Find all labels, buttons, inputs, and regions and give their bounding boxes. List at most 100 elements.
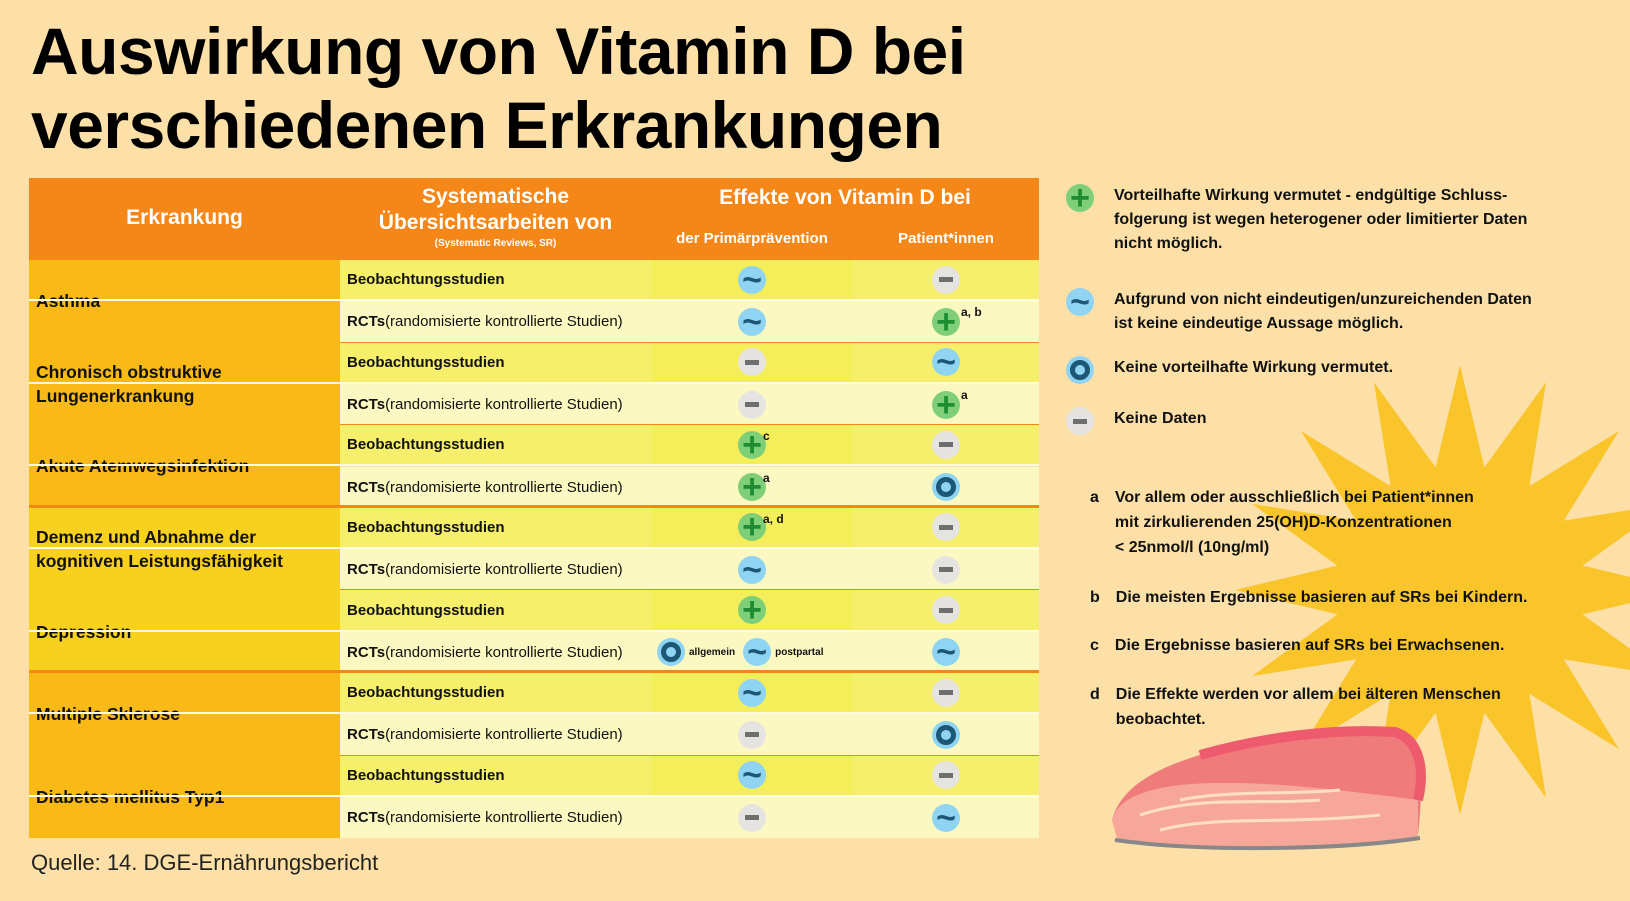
footnote-marker: c: [763, 429, 770, 444]
primary-prevention-cell: ~: [651, 301, 853, 343]
patients-cell: + a: [853, 383, 1039, 426]
spacer: [29, 301, 340, 342]
primary-prevention-cell: +: [651, 590, 853, 630]
spacer: [29, 673, 340, 712]
observational-row: Beobachtungsstudien +: [29, 590, 1039, 632]
minus-icon: [932, 265, 960, 294]
study-type-label: Beobachtungsstudien: [347, 271, 505, 289]
study-type-cell: RCTs (randomisierte kontrollierte Studie…: [340, 383, 651, 426]
spacer: [29, 384, 340, 425]
legend-text: Aufgrund von nicht eindeutigen/unzureich…: [1114, 291, 1532, 332]
patients-cell: [853, 260, 1039, 300]
minus-icon: [932, 513, 960, 542]
patients-cell: ~: [853, 631, 1039, 673]
footnote-marker: a, d: [763, 511, 784, 526]
study-type-bold: RCTs: [347, 643, 386, 661]
study-type-bold: RCTs: [347, 396, 386, 414]
header-reviews-line1: Systematische: [421, 185, 570, 208]
patients-cell: [853, 425, 1039, 465]
ring-icon: [1066, 356, 1094, 384]
study-type-cell: Beobachtungsstudien: [340, 755, 651, 795]
disease-cell: Diabetes mellitus Typ1: [29, 755, 340, 839]
study-type-label: Beobachtungsstudien: [347, 601, 505, 619]
primary-prevention-cell: ~: [651, 260, 853, 300]
study-type-label: Beobachtungsstudien: [347, 353, 505, 371]
spacer: [29, 590, 340, 629]
disease-cell: Depression: [29, 590, 340, 673]
header-reviews-sub: (Systematic Reviews, SR): [434, 238, 557, 249]
study-type-cell: Beobachtungsstudien: [340, 507, 651, 548]
study-type-label: Beobachtungsstudien: [347, 518, 505, 536]
rct-row: RCTs (randomisierte kontrollierte Studie…: [29, 631, 1039, 673]
page-title: Auswirkung von Vitamin D bei verschiedene…: [31, 14, 966, 162]
minus-icon: [738, 348, 766, 377]
footnote-text: Die meisten Ergebnisse basieren auf SRs …: [1115, 589, 1528, 606]
plus-icon: +: [738, 510, 766, 544]
study-type-bold: RCTs: [347, 726, 386, 744]
footnote-text: Die Ergebnisse basieren auf SRs bei Erwa…: [1114, 637, 1505, 654]
spacer: [29, 260, 340, 299]
spacer: [29, 343, 340, 382]
disease-cell: Asthma: [29, 260, 340, 343]
patients-cell: + a, b: [853, 301, 1039, 343]
patients-cell: ~: [853, 342, 1039, 382]
spacer: [29, 632, 340, 673]
legend-text: Keine Daten: [1114, 410, 1207, 427]
study-type-cell: Beobachtungsstudien: [340, 342, 651, 382]
study-type-rest: (randomisierte kontrollierte Studien): [385, 643, 623, 661]
header-effects: Effekte von Vitamin D bei: [719, 186, 971, 209]
header-reviews: Systematische Übersichtsarbeiten von: [340, 184, 651, 236]
tilde-icon: ~: [738, 263, 766, 297]
primary-prevention-cell: ~: [651, 755, 853, 795]
disease-cell: Chronisch obstruktive Lungenerkrankung: [29, 342, 340, 426]
study-type-label: Beobachtungsstudien: [347, 766, 505, 784]
study-type-cell: Beobachtungsstudien: [340, 425, 651, 465]
study-type-bold: RCTs: [347, 313, 386, 331]
header-disease: Erkrankung: [126, 206, 243, 229]
footnote: d Die Effekte werden vor allem bei ältere…: [1090, 682, 1501, 732]
legend-text: Vorteilhafte Wirkung vermutet - endgülti…: [1114, 187, 1528, 252]
rct-row: RCTs (randomisierte kontrollierte Studie…: [29, 466, 1039, 508]
header-patients: Patient*innen: [898, 230, 994, 247]
study-type-bold: RCTs: [347, 478, 386, 496]
observational-row: Beobachtungsstudien ~: [29, 260, 1039, 302]
tilde-icon: ~: [738, 553, 766, 587]
study-type-label: Beobachtungsstudien: [347, 436, 505, 454]
footnote-letter: a: [1090, 489, 1099, 506]
minus-icon: [932, 761, 960, 790]
rct-row: RCTs (randomisierte kontrollierte Studie…: [29, 301, 1039, 343]
observational-row: Beobachtungsstudien ~: [29, 673, 1039, 715]
plus-icon: +: [738, 470, 766, 504]
minus-icon: [1066, 407, 1094, 435]
primary-prevention-cell: allgemein ~ postpartal: [651, 631, 853, 673]
observational-row: Beobachtungsstudien ~: [29, 755, 1039, 797]
minus-icon: [932, 678, 960, 707]
patients-cell: ~: [853, 796, 1039, 839]
study-type-rest: (randomisierte kontrollierte Studien): [385, 396, 623, 414]
rct-row: RCTs (randomisierte kontrollierte Studie…: [29, 796, 1039, 839]
study-type-cell: RCTs (randomisierte kontrollierte Studie…: [340, 466, 651, 508]
footnote: b Die meisten Ergebnisse basieren auf SRs…: [1090, 585, 1527, 610]
primary-prevention-cell: ~: [651, 549, 853, 591]
primary-prevention-cell: [651, 796, 853, 839]
primary-prevention-cell: [651, 383, 853, 426]
study-type-bold: RCTs: [347, 809, 386, 827]
primary-prevention-cell: [651, 714, 853, 756]
icon-label: allgemein: [689, 646, 736, 658]
study-type-cell: RCTs (randomisierte kontrollierte Studie…: [340, 714, 651, 756]
disease-cell: Akute Atemwegsinfektion: [29, 425, 340, 508]
ring-icon: [657, 638, 685, 667]
minus-icon: [932, 596, 960, 625]
effects-table: Erkrankung Systematische Übersichtsarbeit…: [29, 178, 1039, 839]
plus-icon: +: [738, 428, 766, 462]
spacer: [29, 714, 340, 755]
ring-icon: [932, 720, 960, 749]
tilde-icon: ~: [738, 758, 766, 792]
observational-row: Beobachtungsstudien + c: [29, 425, 1039, 467]
footnote-letter: d: [1090, 686, 1100, 703]
study-type-rest: (randomisierte kontrollierte Studien): [385, 726, 623, 744]
rct-row: RCTs (randomisierte kontrollierte Studie…: [29, 383, 1039, 426]
footnote-text: Die Effekte werden vor allem bei älteren…: [1115, 686, 1501, 728]
table-body: Asthma Beobachtungsstudien ~ RCTs (randomis…: [29, 260, 1039, 839]
